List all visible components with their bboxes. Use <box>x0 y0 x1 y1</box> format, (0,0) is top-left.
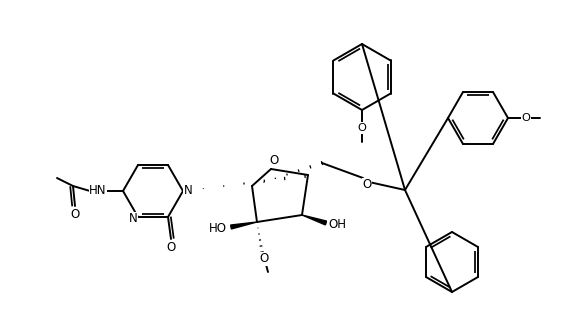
Text: O: O <box>358 123 366 133</box>
Text: O: O <box>362 179 371 191</box>
Text: OH: OH <box>328 217 346 230</box>
Text: O: O <box>260 252 269 265</box>
Polygon shape <box>231 222 257 229</box>
Text: N: N <box>128 212 137 226</box>
Polygon shape <box>302 215 327 225</box>
Text: HN: HN <box>89 184 107 197</box>
Text: O: O <box>521 113 531 123</box>
Text: N: N <box>183 185 193 198</box>
Text: O: O <box>166 241 176 254</box>
Text: O: O <box>269 155 279 167</box>
Text: HO: HO <box>209 222 227 234</box>
Text: O: O <box>70 209 80 222</box>
